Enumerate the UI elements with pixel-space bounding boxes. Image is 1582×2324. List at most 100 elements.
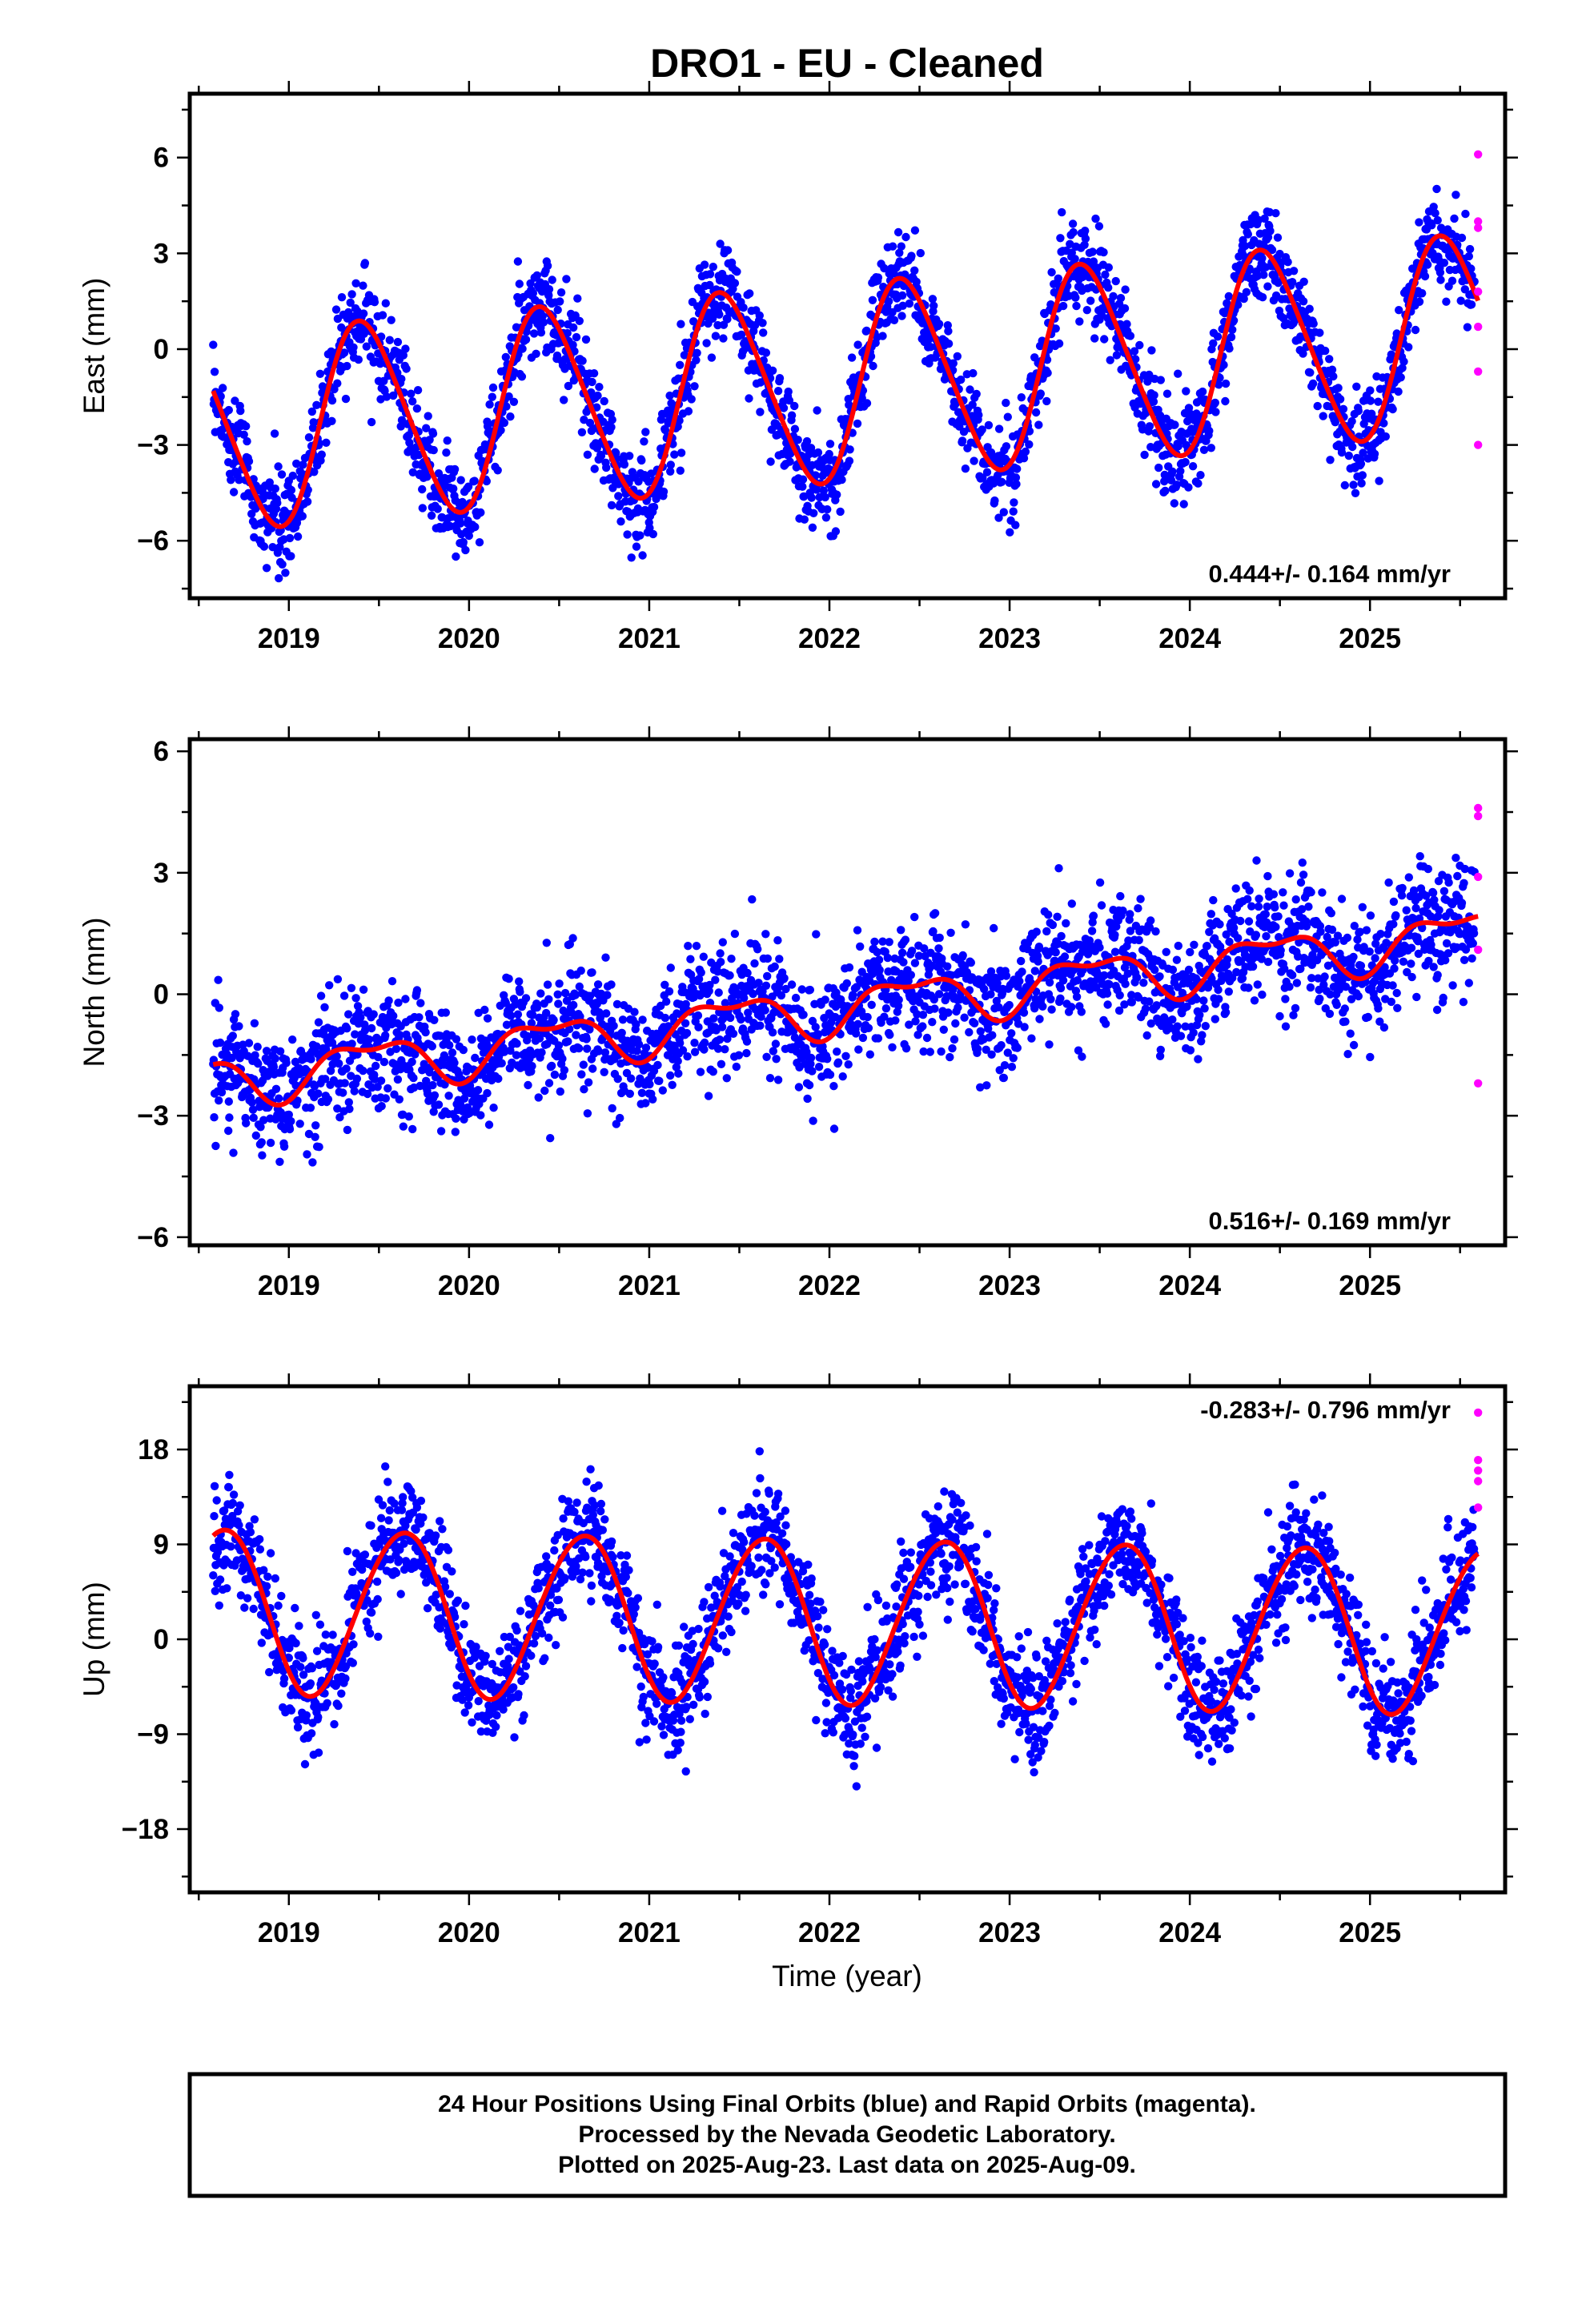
data-point bbox=[1168, 965, 1178, 975]
data-point bbox=[1236, 957, 1246, 966]
data-point bbox=[914, 951, 924, 960]
data-point bbox=[1228, 325, 1237, 334]
data-point bbox=[649, 502, 659, 512]
y-tick-label: 3 bbox=[154, 858, 169, 889]
data-point bbox=[582, 1035, 591, 1043]
data-point bbox=[1002, 398, 1010, 408]
data-point bbox=[1021, 447, 1030, 456]
data-point bbox=[594, 1047, 603, 1055]
data-point bbox=[1347, 995, 1356, 1003]
data-point bbox=[658, 1086, 667, 1095]
data-point bbox=[773, 1076, 783, 1084]
data-point bbox=[287, 552, 295, 561]
data-point bbox=[637, 456, 646, 465]
data-point bbox=[347, 290, 356, 299]
data-point bbox=[944, 327, 953, 336]
data-point bbox=[1258, 254, 1267, 263]
data-point bbox=[1296, 964, 1305, 974]
data-point bbox=[700, 1038, 709, 1047]
data-point bbox=[961, 464, 970, 473]
y-tick-label: −6 bbox=[137, 1222, 169, 1253]
data-point bbox=[433, 505, 442, 513]
data-point bbox=[1307, 974, 1316, 983]
data-point bbox=[1102, 989, 1112, 998]
data-point bbox=[982, 468, 992, 476]
data-point bbox=[1348, 442, 1357, 452]
data-point bbox=[211, 1141, 220, 1151]
data-point bbox=[364, 1035, 374, 1044]
data-point bbox=[969, 368, 978, 378]
data-point bbox=[608, 484, 617, 493]
data-point bbox=[716, 239, 725, 248]
data-point bbox=[588, 377, 596, 387]
data-point bbox=[1341, 983, 1351, 991]
data-point bbox=[676, 466, 685, 475]
data-point bbox=[385, 336, 394, 344]
data-point bbox=[413, 386, 423, 395]
data-point bbox=[1245, 886, 1254, 895]
data-point bbox=[282, 1059, 291, 1068]
data-point bbox=[1046, 995, 1055, 1004]
data-point bbox=[1371, 939, 1380, 948]
data-point bbox=[1013, 464, 1022, 473]
data-point bbox=[1103, 1000, 1112, 1009]
data-point bbox=[501, 999, 510, 1007]
data-point bbox=[590, 464, 599, 473]
data-point bbox=[293, 1096, 302, 1105]
data-point bbox=[1254, 902, 1263, 911]
data-point bbox=[262, 564, 271, 573]
data-point bbox=[409, 1073, 418, 1083]
data-point bbox=[867, 1000, 876, 1010]
data-point bbox=[378, 311, 387, 320]
data-point bbox=[548, 275, 556, 284]
data-point bbox=[1114, 1006, 1124, 1015]
data-point bbox=[1205, 426, 1214, 436]
data-point bbox=[456, 1100, 465, 1109]
data-point bbox=[1242, 287, 1251, 296]
data-point bbox=[1329, 372, 1338, 381]
data-point bbox=[389, 391, 398, 400]
data-point bbox=[397, 375, 406, 384]
data-point bbox=[1341, 1017, 1350, 1026]
data-point bbox=[312, 1042, 321, 1051]
data-point bbox=[1224, 292, 1234, 301]
data-point bbox=[1015, 977, 1024, 986]
data-point bbox=[1316, 927, 1325, 936]
data-point bbox=[1432, 184, 1441, 194]
data-point bbox=[1427, 221, 1436, 230]
data-point bbox=[1289, 267, 1299, 275]
data-point bbox=[537, 1048, 546, 1057]
data-point bbox=[351, 279, 360, 287]
data-point bbox=[497, 1059, 506, 1068]
data-point bbox=[1389, 897, 1399, 907]
data-point bbox=[1126, 927, 1135, 935]
data-point bbox=[1173, 1022, 1182, 1031]
data-point bbox=[694, 975, 704, 983]
data-point bbox=[1126, 910, 1134, 919]
data-point bbox=[381, 299, 390, 308]
data-point bbox=[740, 994, 749, 1003]
data-point bbox=[1170, 499, 1179, 508]
x-ticks bbox=[198, 81, 1461, 611]
data-point bbox=[412, 404, 422, 413]
data-point bbox=[1145, 923, 1154, 932]
data-point bbox=[851, 1029, 861, 1038]
data-point bbox=[528, 1062, 536, 1071]
data-point bbox=[714, 988, 723, 997]
data-point bbox=[367, 417, 376, 427]
data-point bbox=[1340, 480, 1350, 490]
data-point bbox=[456, 519, 465, 528]
data-point bbox=[807, 493, 816, 502]
data-point bbox=[387, 977, 397, 986]
data-point bbox=[797, 985, 806, 994]
data-point bbox=[744, 1008, 753, 1017]
data-point bbox=[1178, 988, 1187, 998]
data-point bbox=[393, 1075, 403, 1084]
data-point bbox=[506, 1046, 515, 1055]
data-point bbox=[870, 937, 879, 947]
data-point bbox=[1112, 351, 1122, 360]
data-point bbox=[539, 318, 548, 327]
data-point bbox=[939, 1025, 949, 1035]
y-tick-label: −6 bbox=[137, 525, 169, 557]
data-point bbox=[306, 1104, 315, 1112]
